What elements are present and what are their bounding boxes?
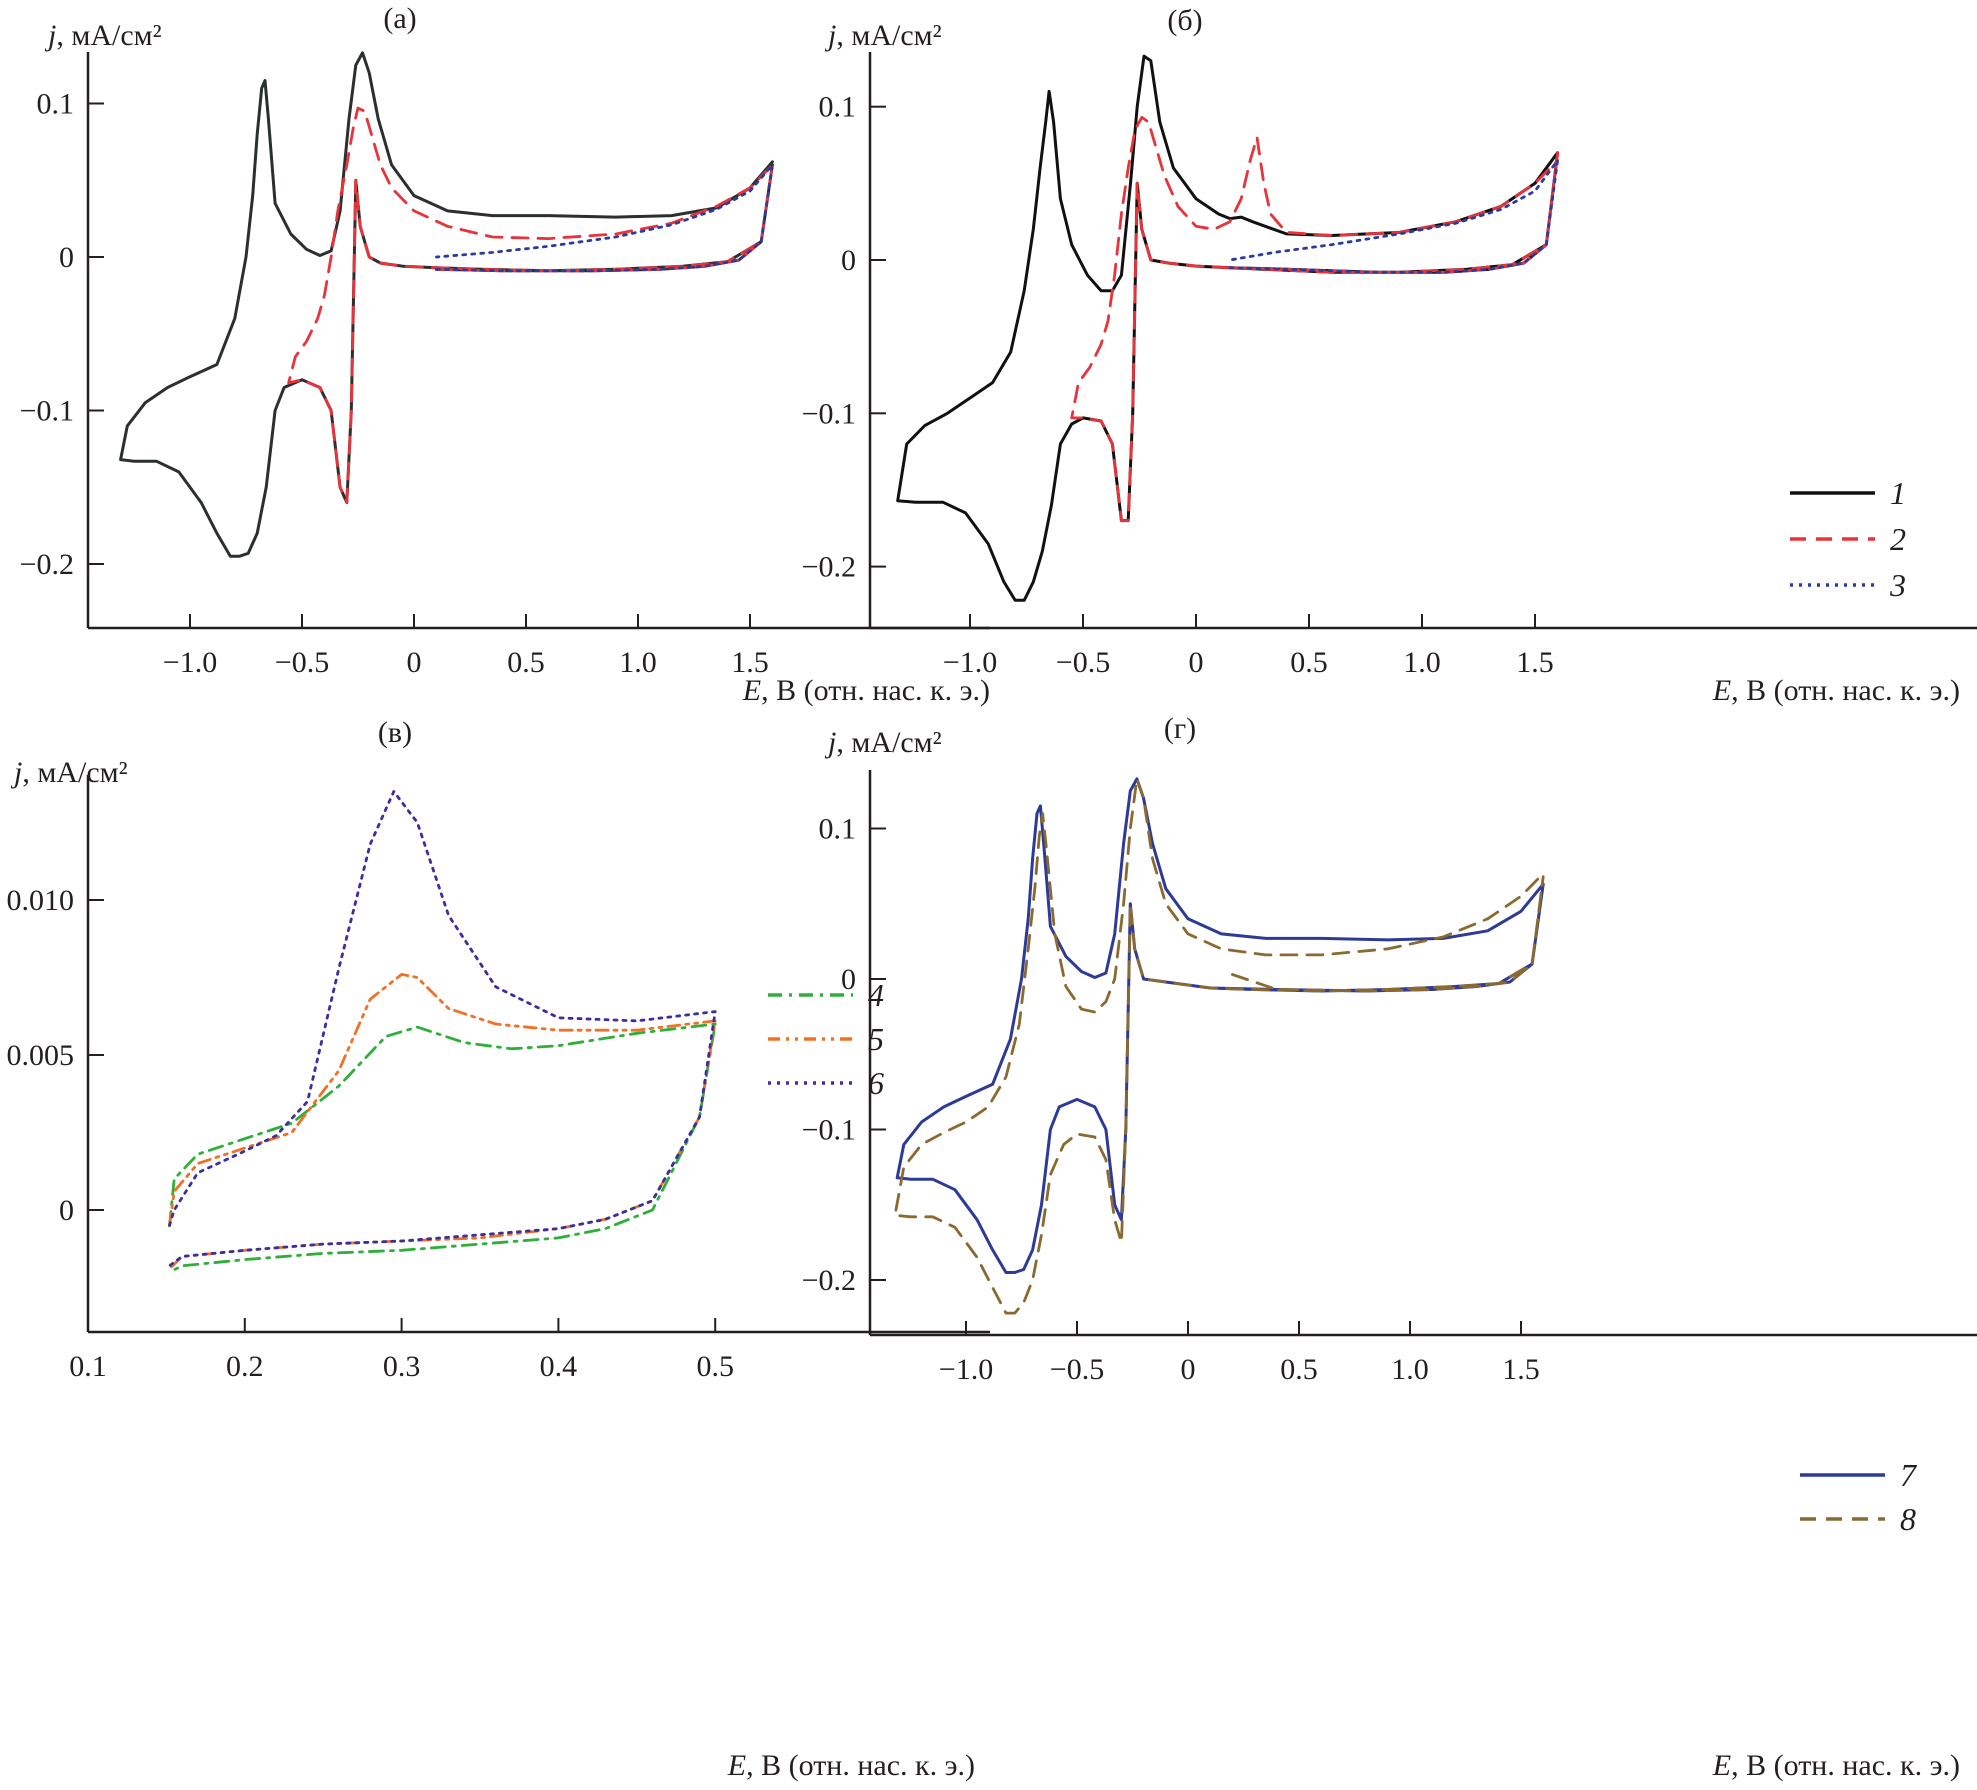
series-line-1 [896,54,1560,602]
x-axis-label: E, В (отн. нас. к. э.) [742,674,990,707]
y-axis-label: j, мА/см² [10,756,128,789]
x-tick-label: 1.5 [731,646,769,679]
x-tick-label: 0.1 [69,1350,107,1383]
panel-d: −1.0 −0.5 0 0.5 1.0 1.5 0.1 0 −0.1 −0.2 (г) j, мА/с… [802,712,1977,1782]
x-axis-label-symbol: E [1712,674,1731,707]
legend-label-8: 8 [1900,1501,1916,1537]
x-axis-label-symbol: E [742,674,761,707]
x-axis-label-unit: , В (отн. нас. к. э.) [1731,674,1960,707]
legend-label-5: 5 [868,1021,884,1057]
y-axis-label-symbol: j [824,19,836,52]
x-axis-label: E, В (отн. нас. к. э.) [1712,1749,1960,1782]
y-tick-label: −0.2 [802,1264,856,1297]
x-axis-label-symbol: E [727,1749,746,1782]
legend-label-2: 2 [1890,521,1906,557]
x-axis-label: E, В (отн. нас. к. э.) [727,1749,975,1782]
x-tick-label: 1.5 [1516,646,1554,679]
x-tick-label: 0 [1189,646,1204,679]
series-line-6 [168,790,717,1268]
series-line-3 [1228,159,1559,274]
y-axis-label-unit: , мА/см² [836,19,941,52]
y-tick-label: 0 [59,241,74,274]
x-tick-label: 0.3 [383,1350,421,1383]
panel-b: −1.0 −0.5 0 0.5 1.0 1.5 0.1 0 −0.1 −0.2 (б) j, мА/с… [802,4,1977,707]
y-tick-label: 0 [841,963,856,996]
series-line-2 [287,106,774,504]
x-tick-label: 0 [1181,1353,1196,1386]
panel-a: −1.0 −0.5 0 0.5 1.0 1.50.10−0.1−0.2(а)j, мА/с… [20,2,990,707]
legend-label-4: 4 [868,977,884,1013]
y-axis-label-symbol: j [44,19,56,52]
series-line-8 [893,777,1545,1315]
y-axis-label: j, мА/см² [824,726,942,759]
y-tick-label: 0.010 [7,884,75,917]
y-tick-label: −0.1 [802,1114,856,1147]
y-tick-label: −0.1 [802,397,856,430]
series-line-4 [168,1022,717,1274]
x-tick-label: 0.4 [540,1350,578,1383]
y-tick-label: −0.2 [20,548,74,581]
x-axis-label-unit: , В (отн. нас. к. э.) [761,674,990,707]
series-line-7 [895,777,1545,1274]
y-tick-label: 0.005 [7,1039,75,1072]
y-axis-label: j, мА/см² [824,19,942,52]
legend-label-7: 7 [1900,1457,1918,1493]
x-tick-label: 0.5 [1290,646,1328,679]
legend-label-1: 1 [1890,475,1906,511]
x-tick-label: 1.5 [1502,1353,1540,1386]
y-tick-label: −0.2 [802,551,856,584]
legend-label-6: 6 [868,1065,884,1101]
x-tick-label: −0.5 [275,646,329,679]
y-tick-label: 0.1 [819,813,857,846]
y-axis-label-unit: , мА/см² [22,756,127,789]
y-axis-label-symbol: j [10,756,22,789]
y-tick-label: −0.1 [20,395,74,428]
x-axis-label-unit: , В (отн. нас. к. э.) [746,1749,975,1782]
x-tick-label: −1.0 [939,1353,993,1386]
y-tick-label: 0.1 [819,91,857,124]
series-line-1 [119,51,774,558]
x-tick-label: 0.2 [226,1350,264,1383]
x-tick-label: −0.5 [1056,646,1110,679]
x-tick-label: 0 [407,646,422,679]
x-tick-label: 0.5 [1280,1353,1318,1386]
x-tick-label: 0.5 [696,1350,734,1383]
panel-title: (а) [383,2,416,35]
legend-label-3: 3 [1889,567,1906,603]
y-tick-label: 0 [841,244,856,277]
x-axis-label-unit: , В (отн. нас. к. э.) [1731,1749,1960,1782]
y-axis-label-unit: , мА/см² [56,19,161,52]
x-axis-label: E, В (отн. нас. к. э.) [1712,674,1960,707]
y-tick-label: 0 [59,1194,74,1227]
x-tick-label: 1.0 [619,646,657,679]
series-line-2 [1070,116,1559,522]
x-tick-label: −1.0 [943,646,997,679]
x-tick-label: −0.5 [1050,1353,1104,1386]
x-axis-label-symbol: E [1712,1749,1731,1782]
y-axis-label-unit: , мА/см² [836,726,941,759]
y-tick-label: 0.1 [37,88,75,121]
y-axis-label: j, мА/см² [44,19,162,52]
panel-title: (б) [1167,4,1202,37]
x-tick-label: −1.0 [163,646,217,679]
panel-title: (в) [378,716,412,749]
x-tick-label: 0.5 [507,646,545,679]
x-tick-label: 1.0 [1403,646,1441,679]
x-tick-label: 1.0 [1391,1353,1429,1386]
series-line-3 [435,163,774,273]
panel-title: (г) [1164,712,1196,745]
series-line-5 [168,973,717,1271]
y-axis-label-symbol: j [824,726,836,759]
